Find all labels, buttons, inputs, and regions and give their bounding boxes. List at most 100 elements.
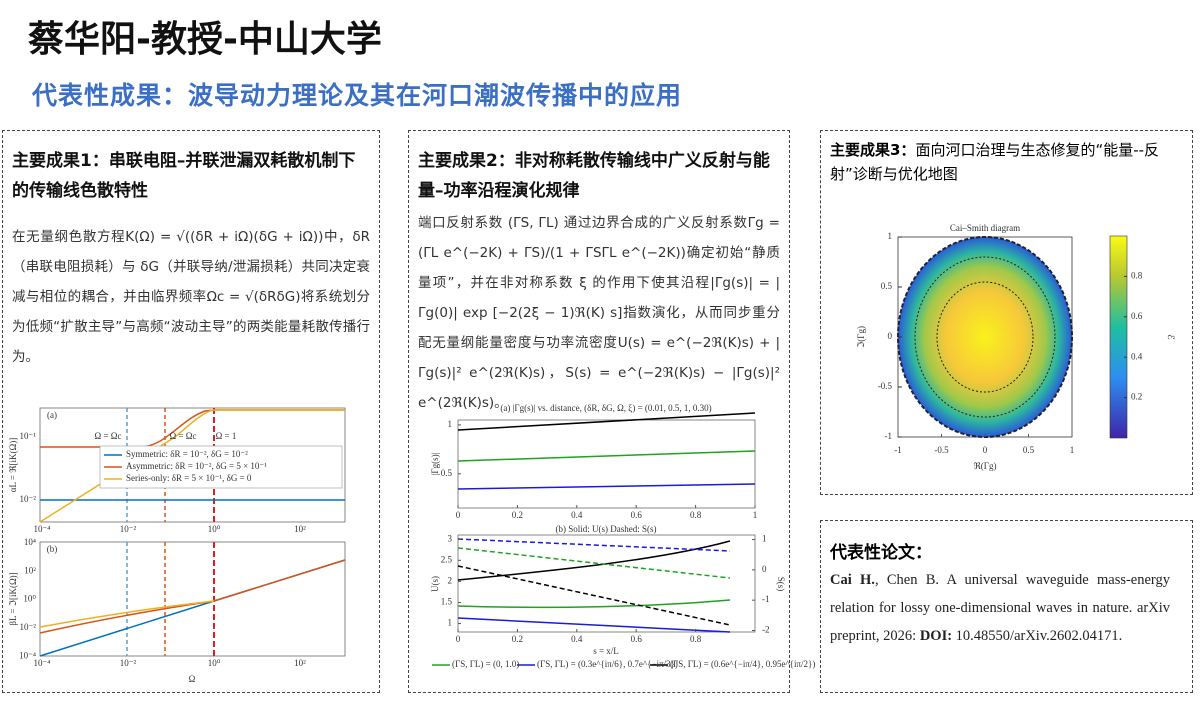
heading: 代表性论文：	[830, 543, 932, 563]
label: 0.5	[441, 468, 453, 478]
curve	[39, 559, 346, 634]
label: 1.5	[441, 597, 453, 607]
heading-text: 面向河口治理与生态修复的“能量--反射”诊断与优化地图	[830, 141, 1160, 183]
label: |Γg(s)|	[430, 452, 440, 475]
paragraph: 在无量纲色散方程K(Ω) = √((δR + iΩ)(δG + iΩ))中，δR…	[12, 229, 370, 365]
label: 10⁻²	[20, 622, 37, 632]
title: 蔡华阳-教授-中山大学	[28, 19, 382, 60]
label: Ω = Ωc	[170, 431, 197, 441]
label: ℰ	[1166, 334, 1176, 340]
panel	[820, 520, 1193, 693]
label: (a) |Γg(s)| vs. distance, (δR, δG, Ω, ξ)…	[500, 403, 711, 413]
label: 10²	[294, 524, 306, 534]
label: (ΓS, ΓL) = (0, 1.0)	[452, 659, 519, 669]
label: 0.6	[1131, 311, 1143, 321]
label: Ω = 1	[216, 431, 237, 441]
heatmap	[897, 236, 1073, 438]
label: 10⁻¹	[20, 431, 37, 441]
label: Series-only: δR = 5 × 10⁻¹, δG = 0	[126, 473, 252, 483]
label: 10⁻²	[120, 524, 137, 534]
label: 10⁻⁴	[19, 650, 36, 660]
label: Asymmetric: δR = 10⁻², δG = 5 × 10⁻¹	[126, 461, 267, 471]
heading-bold: 主要成果3：	[830, 141, 916, 159]
label: 10⁻²	[120, 658, 137, 668]
panel	[820, 130, 1193, 495]
curve	[457, 547, 731, 579]
label: 1	[888, 231, 893, 241]
label: Ω	[189, 674, 196, 684]
panel	[2, 130, 380, 693]
label: 0.2	[512, 510, 523, 520]
label: Symmetric: δR = 10⁻², δG = 10⁻²	[126, 449, 248, 459]
label: 0	[456, 634, 461, 644]
label: 10⁻²	[20, 494, 37, 504]
label: 0.5	[1023, 445, 1035, 455]
axes	[39, 407, 346, 523]
label: 2	[448, 575, 453, 585]
curve	[457, 565, 731, 626]
label: 10⁰	[208, 524, 221, 534]
figure2	[432, 412, 756, 666]
label: -0.5	[878, 381, 893, 391]
label: -0.5	[934, 445, 949, 455]
label: 0.2	[1131, 392, 1142, 402]
axes	[457, 534, 756, 633]
contour	[936, 281, 1034, 393]
curve	[457, 450, 756, 462]
label: 10⁻⁴	[34, 658, 51, 668]
label: 1	[753, 510, 758, 520]
legend	[99, 445, 343, 489]
label: 0.4	[571, 634, 583, 644]
label: ℑ(Γg)	[856, 326, 866, 348]
subtitle: 代表性成果：波导动力理论及其在河口潮波传播中的应用	[32, 81, 683, 110]
curve	[457, 483, 756, 490]
label: 10²	[294, 658, 306, 668]
label: 10²	[24, 565, 36, 575]
label: 0.8	[690, 634, 702, 644]
axes	[39, 541, 346, 657]
label: 0.6	[631, 634, 643, 644]
label: 3	[448, 533, 453, 543]
curve	[457, 412, 756, 431]
curve	[457, 599, 731, 609]
heading: 主要成果1：串联电阻–并联泄漏双耗散机制下的传输线色散特性	[12, 151, 356, 201]
label: (a)	[47, 410, 57, 420]
label: 1	[448, 419, 453, 429]
label: 0.4	[1131, 351, 1143, 361]
label: -1	[894, 445, 902, 455]
label: 2.5	[441, 554, 453, 564]
label: 0.4	[571, 510, 583, 520]
label: 0.5	[881, 281, 893, 291]
doi-label: DOI:	[919, 628, 953, 644]
label: (b) Solid: U(s) Dashed: S(s)	[556, 524, 657, 534]
label: (ΓS, ΓL) = (0.6e^{−iπ/4}, 0.95e^{iπ/2})	[670, 659, 815, 669]
curve	[457, 617, 731, 633]
paper: Cai H., Chen B. A universal waveguide ma…	[830, 566, 1170, 650]
curve	[39, 409, 345, 523]
label: Ω = Ωc	[95, 431, 122, 441]
paragraph: 端口反射系数 (ΓS, ΓL) 通过边界合成的广义反射系数Γg = (ΓL e^…	[418, 215, 780, 411]
label: 0.6	[631, 510, 643, 520]
label: 1	[1070, 445, 1075, 455]
label: U(s)	[430, 576, 440, 592]
label: 10⁰	[23, 594, 36, 604]
label: 0.8	[1131, 270, 1143, 280]
curve	[457, 538, 731, 552]
curve	[39, 600, 215, 628]
label: 0	[456, 510, 461, 520]
label: 10⁴	[24, 537, 36, 547]
label: S(s)	[776, 577, 786, 592]
label: ℜ(Γg)	[973, 461, 996, 471]
label: s = x/L	[593, 646, 619, 656]
label: Cai–Smith diagram	[950, 223, 1020, 233]
label: 0.8	[690, 510, 702, 520]
contour	[914, 256, 1056, 418]
figure3	[897, 235, 1128, 439]
heading: 主要成果2：非对称耗散传输线中广义反射与能量–功率沿程演化规律	[418, 151, 770, 201]
label: 0	[983, 445, 988, 455]
label: 0.2	[512, 634, 523, 644]
colorbar	[1109, 235, 1128, 439]
citation: , Chen B. A universal waveguide mass-ene…	[830, 572, 1170, 644]
